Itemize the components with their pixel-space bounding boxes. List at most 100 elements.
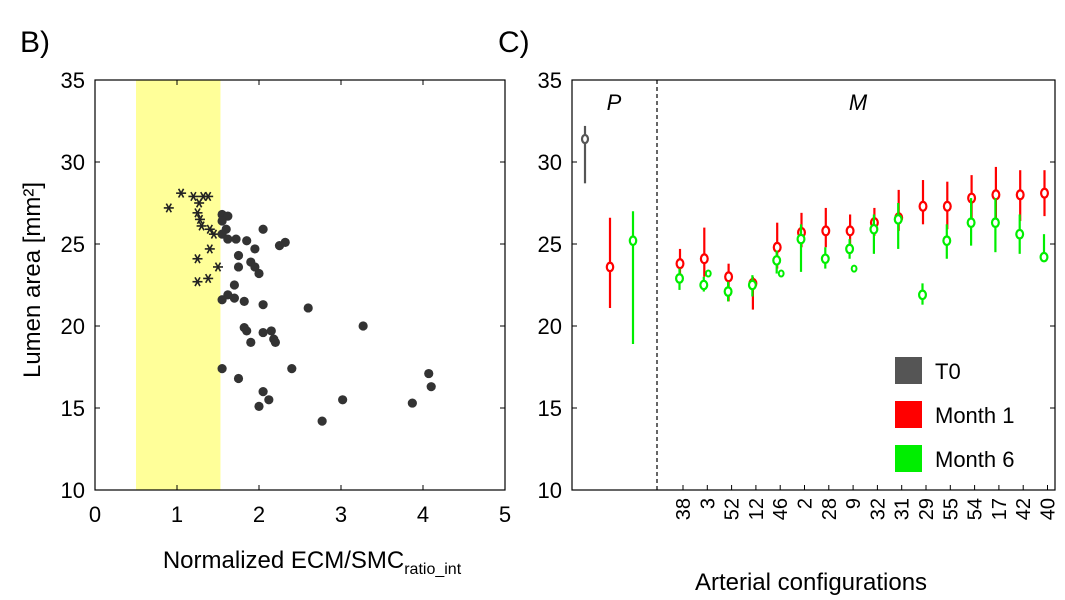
error-bar xyxy=(821,207,831,248)
scatter-point-circle xyxy=(242,326,252,336)
scatter-point-asterisk xyxy=(208,229,219,239)
scatter-point-asterisk xyxy=(192,276,203,287)
scatter-point-circle xyxy=(217,216,227,226)
scatter-point-circle xyxy=(229,293,239,303)
panel-b-y-axis-label: Lumen area [mm²] xyxy=(19,182,46,378)
y-tick-label: 20 xyxy=(61,314,85,339)
x-tick-label: 46 xyxy=(770,498,792,520)
x-tick-label: 12 xyxy=(746,498,768,520)
x-tick-label: 55 xyxy=(940,498,962,520)
legend-label: T0 xyxy=(935,359,961,384)
error-bar xyxy=(917,283,927,305)
x-tick-label: 0 xyxy=(89,502,101,527)
error-bar xyxy=(1039,234,1049,263)
legend-swatch xyxy=(895,401,922,428)
y-tick-label: 25 xyxy=(538,232,562,257)
legend-label: Month 6 xyxy=(935,447,1015,472)
region-label-p: P xyxy=(607,90,622,115)
panel-c-plot-frame xyxy=(571,79,1056,491)
region-label-m: M xyxy=(849,90,868,115)
scatter-point-circle xyxy=(223,234,233,244)
scatter-point-circle xyxy=(407,398,417,408)
panel-b-plot-frame xyxy=(94,79,506,491)
scatter-point-asterisk xyxy=(192,208,203,218)
error-bars xyxy=(580,125,1049,345)
scatter-point-circle xyxy=(233,262,244,272)
scatter-point-circle xyxy=(270,337,280,347)
scatter-point-asterisk xyxy=(203,191,214,202)
error-bar xyxy=(605,217,615,308)
scatter-points xyxy=(163,188,436,426)
y-tick-label: 35 xyxy=(61,68,85,93)
error-bar xyxy=(699,227,709,277)
x-tick-label: 29 xyxy=(916,498,938,520)
error-bar xyxy=(747,275,757,297)
y-tick-label: 15 xyxy=(538,396,562,421)
scatter-point-circle xyxy=(254,401,264,411)
x-tick-label: 32 xyxy=(867,498,889,520)
y-tick-label: 30 xyxy=(538,150,562,175)
scatter-point-circle xyxy=(229,280,239,290)
x-tick-label: 54 xyxy=(965,498,987,520)
month6-extra-point xyxy=(850,264,858,273)
x-tick-label: 9 xyxy=(843,498,865,509)
x-tick-label: 3 xyxy=(335,502,347,527)
x-tick-label: 1 xyxy=(171,502,183,527)
scatter-point-circle xyxy=(250,244,260,254)
scatter-point-asterisk xyxy=(163,203,174,213)
scatter-point-circle xyxy=(233,250,244,261)
scatter-point-asterisk xyxy=(213,262,223,272)
scatter-point-circle xyxy=(338,395,348,405)
scatter-point-asterisk xyxy=(196,221,207,231)
legend-item: Month 6 xyxy=(895,445,1015,472)
highlight-band xyxy=(136,80,221,490)
x-tick-label: 17 xyxy=(989,498,1011,520)
y-tick-label: 25 xyxy=(61,232,85,257)
panel-c-x-axis-label: Arterial configurations xyxy=(695,569,927,596)
scatter-point-circle xyxy=(233,373,244,384)
scatter-point-circle xyxy=(258,387,268,397)
legend-item: Month 1 xyxy=(895,401,1015,428)
scatter-point-circle xyxy=(250,262,260,272)
x-tick-label: 40 xyxy=(1038,498,1060,520)
error-bar xyxy=(772,250,782,274)
x-tick-label: 38 xyxy=(673,498,695,520)
error-bar xyxy=(699,276,709,292)
y-tick-label: 10 xyxy=(538,478,562,503)
error-bar xyxy=(820,247,830,269)
panel-b: B) 10 15 20 25 30 35 0 1 2 3 4 5 Lumen area [mm²] N… xyxy=(19,26,511,578)
scatter-point-asterisk xyxy=(204,244,215,254)
scatter-point-circle xyxy=(258,300,268,310)
x-tick-label: 4 xyxy=(417,502,429,527)
y-tick-label: 30 xyxy=(61,150,85,175)
x-tick-label: 42 xyxy=(1013,498,1035,520)
legend-item: T0 xyxy=(895,357,961,384)
error-bar xyxy=(628,211,638,345)
legend-swatch xyxy=(895,445,922,472)
scatter-point-asterisk xyxy=(176,188,187,198)
y-tick-label: 35 xyxy=(538,68,562,93)
legend-label: Month 1 xyxy=(935,403,1015,428)
scatter-point-circle xyxy=(242,236,252,246)
scatter-point-circle xyxy=(317,416,327,426)
error-bar xyxy=(918,180,928,225)
x-tick-label: 5 xyxy=(499,502,511,527)
scatter-point-asterisk xyxy=(188,191,199,202)
y-tick-label: 15 xyxy=(61,396,85,421)
error-bar xyxy=(674,268,684,290)
error-bar xyxy=(942,224,952,259)
panel-b-x-axis-label: Normalized ECM/SMCratio_int xyxy=(163,547,462,578)
error-bar xyxy=(1039,170,1049,217)
month6-extra-point xyxy=(777,269,785,278)
scatter-point-circle xyxy=(424,368,434,379)
scatter-point-circle xyxy=(258,224,268,234)
x-tick-label: 2 xyxy=(795,498,817,509)
scatter-point-circle xyxy=(239,296,249,306)
scatter-point-asterisk xyxy=(203,273,214,284)
error-bar xyxy=(942,181,952,230)
x-tick-label: 52 xyxy=(722,498,744,520)
scatter-point-asterisk xyxy=(194,214,205,225)
x-tick-label: 3 xyxy=(697,498,719,509)
